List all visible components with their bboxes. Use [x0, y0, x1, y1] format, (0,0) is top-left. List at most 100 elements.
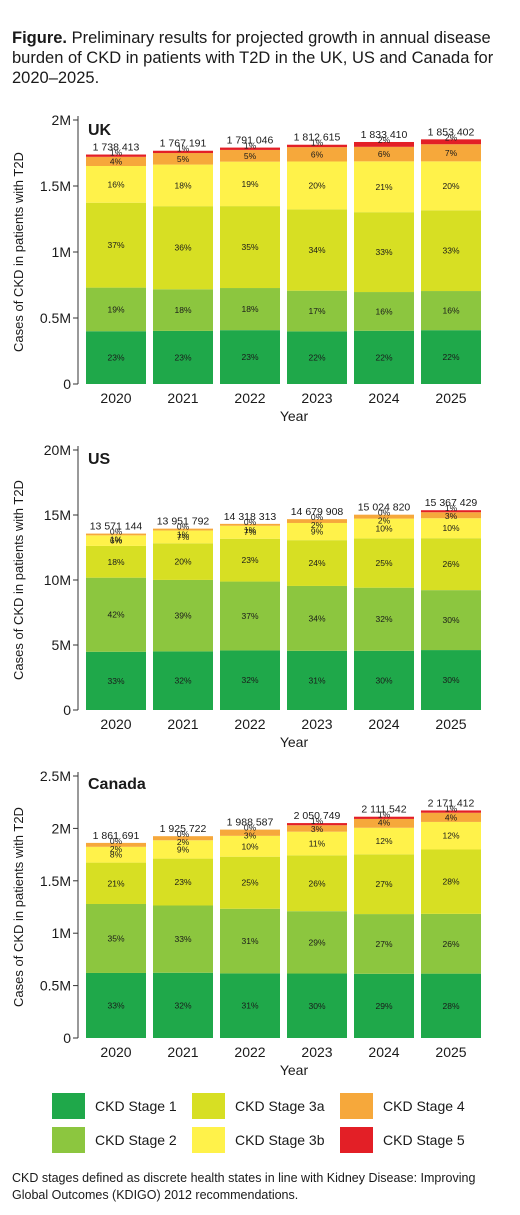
x-tick-label: 2025 — [435, 390, 466, 406]
bar-segment — [354, 330, 414, 384]
bar-segment — [421, 913, 481, 974]
x-tick-label: 2024 — [368, 716, 399, 732]
bar-segment — [354, 146, 414, 162]
bar-segment — [354, 292, 414, 331]
bar-segment — [153, 153, 213, 165]
x-tick-label: 2024 — [368, 1044, 399, 1060]
x-tick-label: 2025 — [435, 716, 466, 732]
y-tick-label: 1.5M — [40, 178, 71, 194]
segment-label: 19% — [107, 304, 124, 314]
bar-segment — [287, 209, 347, 291]
segment-label: 4% — [110, 156, 123, 166]
segment-label: 18% — [174, 305, 191, 315]
bar-segment — [153, 543, 213, 580]
segment-label: 29% — [308, 937, 325, 947]
segment-label: 7% — [445, 148, 458, 158]
bar-segment — [354, 650, 414, 710]
total-label: 15 367 429 — [425, 497, 478, 509]
figure-caption: Figure. Preliminary results for projecte… — [12, 28, 508, 88]
bar-segment — [153, 840, 213, 859]
bar-segment — [354, 161, 414, 213]
segment-label: 33% — [442, 246, 459, 256]
x-tick-label: 2020 — [100, 716, 131, 732]
y-tick-label: 15M — [44, 507, 71, 523]
x-tick-label: 2022 — [234, 716, 265, 732]
bar-segment — [354, 914, 414, 974]
bar-segment — [153, 972, 213, 1038]
segment-label: 0% — [177, 829, 190, 839]
segment-label: 33% — [107, 1000, 124, 1010]
segment-label: 21% — [375, 182, 392, 192]
bar-segment — [287, 911, 347, 974]
segment-label: 29% — [375, 1001, 392, 1011]
segment-label: 0% — [244, 517, 257, 527]
legend-item-stage2: CKD Stage 2 — [52, 1127, 177, 1153]
segment-label: 28% — [442, 1001, 459, 1011]
segment-label: 34% — [308, 613, 325, 623]
legend-label-stage2: CKD Stage 2 — [95, 1132, 177, 1148]
segment-label: 27% — [375, 879, 392, 889]
bar-segment — [86, 287, 146, 332]
charts-canvas: 0 0.5M 1M 1.5M 2M Cases of CKD in patients wi… — [11, 112, 481, 1078]
segment-label: 5% — [177, 154, 190, 164]
bar-segment — [86, 577, 146, 652]
bar-segment — [354, 816, 414, 819]
total-label: 13 571 144 — [90, 521, 143, 533]
segment-label: 6% — [311, 149, 324, 159]
bar-segment — [421, 812, 481, 822]
bar-segment — [220, 161, 280, 207]
bar-segment — [220, 856, 280, 909]
bar-segment — [421, 144, 481, 162]
x-tick-label: 2021 — [167, 390, 198, 406]
bar-segment — [421, 512, 481, 519]
segment-label: 1% — [244, 141, 257, 151]
segment-label: 1% — [311, 816, 324, 826]
segment-label: 23% — [174, 352, 191, 362]
total-label: 14 318 313 — [224, 511, 277, 523]
segment-label: 18% — [107, 557, 124, 567]
legend-item-stage1: CKD Stage 1 — [52, 1093, 177, 1119]
y-tick-label: 1M — [52, 244, 71, 260]
bar-segment — [220, 149, 280, 162]
segment-label: 7% — [177, 532, 190, 542]
segment-label: 10% — [442, 523, 459, 533]
segment-label: 0% — [110, 836, 123, 846]
segment-label: 1% — [110, 535, 123, 545]
x-tick-label: 2020 — [100, 1044, 131, 1060]
total-label: 2 171 412 — [428, 797, 475, 809]
bar-segment — [86, 862, 146, 904]
bar-segment — [86, 533, 146, 536]
bar-segment — [421, 210, 481, 292]
total-label: 15 024 820 — [358, 502, 411, 514]
bar-segment — [421, 821, 481, 850]
bar-segment — [421, 849, 481, 914]
bar-segment — [153, 858, 213, 906]
segment-label: 18% — [241, 304, 258, 314]
bar-segment — [354, 518, 414, 539]
bar-segment — [220, 523, 280, 526]
y-tick-label: 20M — [44, 442, 71, 458]
segment-label: 12% — [375, 836, 392, 846]
segment-label: 36% — [174, 243, 191, 253]
segment-label: 32% — [375, 614, 392, 624]
legend-item-stage3a: CKD Stage 3a — [192, 1093, 325, 1119]
segment-label: 31% — [308, 675, 325, 685]
bar-segment — [421, 538, 481, 591]
segment-label: 0% — [244, 823, 257, 833]
y-tick-label: 0.5M — [40, 978, 71, 994]
x-tick-label: 2024 — [368, 390, 399, 406]
segment-label: 33% — [174, 934, 191, 944]
bar-segment — [287, 144, 347, 148]
segment-label: 1% — [177, 144, 190, 154]
total-label: 2 050 749 — [294, 810, 341, 822]
bar-segment — [287, 540, 347, 586]
segment-label: 0% — [110, 527, 123, 537]
segment-label: 2% — [445, 132, 458, 142]
legend-swatch-stage3a — [192, 1093, 225, 1119]
segment-label: 2% — [110, 844, 123, 854]
bar-segment — [421, 291, 481, 331]
segment-label: 0% — [378, 508, 391, 518]
segment-label: 6% — [110, 536, 123, 546]
chart-0: 0 0.5M 1M 1.5M 2M Cases of CKD in patients wi… — [11, 112, 481, 424]
bar-segment — [354, 854, 414, 915]
